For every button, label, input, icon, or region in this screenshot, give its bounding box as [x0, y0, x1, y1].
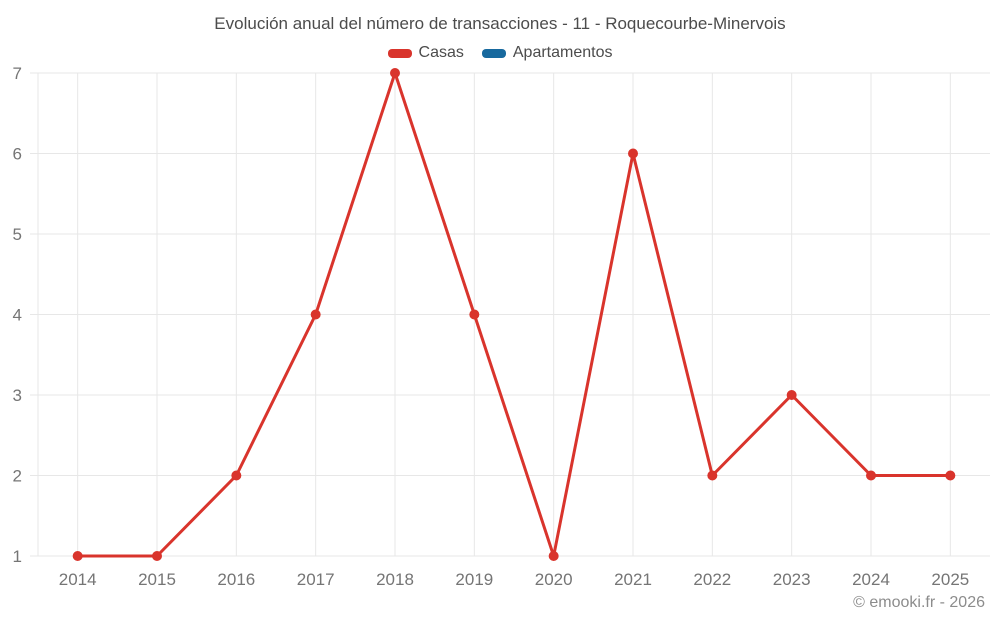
x-axis-label: 2018 — [376, 570, 414, 589]
legend-item-casas[interactable]: Casas — [387, 44, 464, 62]
x-axis-label: 2024 — [852, 570, 890, 589]
x-axis-label: 2019 — [455, 570, 493, 589]
legend-label-apartamentos: Apartamentos — [512, 44, 613, 61]
legend-item-apartamentos[interactable]: Apartamentos — [481, 44, 613, 62]
data-point-casas-2024[interactable] — [866, 470, 876, 481]
data-point-casas-2025[interactable] — [945, 470, 956, 481]
footer-credit: © emooki.fr - 2026 — [853, 594, 985, 611]
series-line-casas — [76, 71, 952, 558]
apartamentos-series-swatch — [481, 48, 506, 58]
x-axis-label: 2015 — [138, 570, 176, 589]
data-point-casas-2015[interactable] — [152, 551, 162, 561]
x-axis-label: 2022 — [693, 570, 731, 589]
x-axis-label: 2016 — [217, 570, 255, 589]
data-point-casas-2017[interactable] — [310, 309, 321, 320]
legend-label-casas: Casas — [418, 44, 464, 61]
y-axis-label: 4 — [13, 306, 22, 325]
y-axis-label: 1 — [13, 547, 22, 566]
data-point-casas-2016[interactable] — [231, 470, 242, 481]
data-point-casas-2018[interactable] — [390, 68, 400, 78]
casas-series-swatch — [387, 48, 412, 58]
data-point-casas-2019[interactable] — [469, 309, 480, 320]
chart-title: Evolución anual del número de transaccio… — [214, 14, 786, 33]
data-point-casas-2020[interactable] — [548, 551, 559, 561]
chart-legend: Casas Apartamentos — [0, 44, 1000, 62]
y-axis-label: 5 — [13, 225, 22, 244]
data-point-casas-2014[interactable] — [72, 551, 83, 561]
data-point-casas-2023[interactable] — [786, 390, 797, 400]
y-axis-label: 7 — [13, 64, 22, 83]
x-axis-label: 2017 — [297, 570, 335, 589]
x-axis-label: 2023 — [773, 570, 811, 589]
y-axis-label: 3 — [13, 386, 22, 405]
y-axis-label: 2 — [13, 467, 22, 486]
x-axis-label: 2021 — [614, 570, 652, 589]
x-axis-label: 2020 — [535, 570, 573, 589]
x-axis-label: 2014 — [59, 570, 97, 589]
data-point-casas-2022[interactable] — [707, 470, 718, 481]
x-axis-label: 2025 — [931, 570, 969, 589]
data-point-casas-2021[interactable] — [628, 148, 638, 159]
y-axis-label: 6 — [13, 145, 22, 164]
